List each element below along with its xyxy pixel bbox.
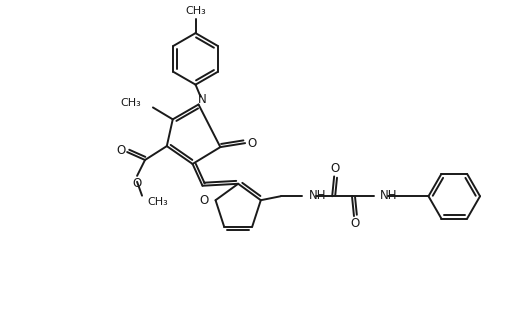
Text: O: O [133,177,142,190]
Text: N: N [198,93,207,106]
Text: O: O [117,143,126,156]
Text: NH: NH [309,189,326,202]
Text: O: O [350,217,360,230]
Text: O: O [248,137,256,150]
Text: CH₃: CH₃ [120,99,141,108]
Text: O: O [199,194,208,207]
Text: O: O [331,162,340,175]
Text: CH₃: CH₃ [147,197,168,207]
Text: NH: NH [380,189,397,202]
Text: CH₃: CH₃ [185,6,206,16]
